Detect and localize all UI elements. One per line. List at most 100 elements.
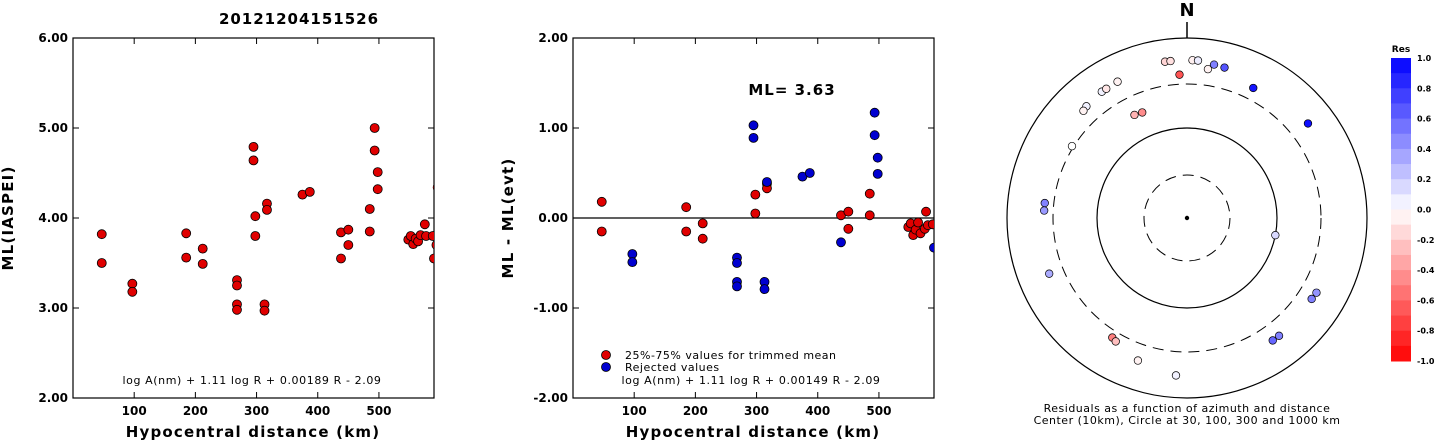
data-point <box>432 184 434 191</box>
station-marker <box>1193 56 1203 65</box>
data-point <box>127 278 138 289</box>
xtick-label: 400 <box>805 404 830 418</box>
station-marker <box>1113 77 1122 86</box>
data-point <box>369 123 380 133</box>
data-point <box>127 286 138 297</box>
ring-100km <box>1096 127 1278 309</box>
colorbar-cell <box>1391 58 1411 74</box>
colorbar-cell <box>1391 315 1411 332</box>
data-point <box>369 145 380 156</box>
ytick-label: 3.00 <box>38 301 68 315</box>
xtick-label: 500 <box>366 404 391 418</box>
colorbar-tick-label: 0.4 <box>1417 145 1432 154</box>
xtick-label: 100 <box>622 404 647 418</box>
ytick-label: 1.00 <box>538 121 568 135</box>
polar-caption-line2: Center (10km), Circle at 30, 100, 300 an… <box>1034 414 1341 427</box>
xtick-label: 300 <box>744 404 769 418</box>
data-point <box>364 226 375 237</box>
colorbar-cell <box>1391 239 1411 256</box>
chart1-xlabel: Hypocentral distance (km) <box>126 423 381 441</box>
data-point <box>864 188 875 199</box>
colorbar-tick-label: -1.0 <box>1417 357 1435 366</box>
colorbar-cell <box>1391 330 1411 347</box>
xtick-label: 500 <box>866 404 891 418</box>
data-point <box>372 167 383 178</box>
data-point <box>732 258 742 268</box>
data-point <box>762 177 772 187</box>
colorbar-cell <box>1391 103 1411 120</box>
data-point <box>872 152 883 163</box>
xtick-label: 400 <box>305 404 330 418</box>
colorbar-cell <box>1391 270 1411 286</box>
xtick-label: 100 <box>122 404 147 418</box>
epicenter-dot <box>1184 215 1190 221</box>
residual-vs-distance-chart: 100 200 300 400 500 -2.00 -1.00 0.00 1.00 2.00 Hy… <box>499 31 935 441</box>
ytick-label: -2.00 <box>533 391 568 405</box>
colorbar-tick-label: 0.0 <box>1417 206 1432 215</box>
ytick-label: -1.00 <box>533 301 568 315</box>
polar-caption-line1: Residuals as a function of azimuth and d… <box>1044 402 1331 415</box>
data-point <box>748 120 759 131</box>
station-marker <box>1102 84 1111 93</box>
colorbar-cell <box>1391 118 1411 135</box>
data-point <box>697 233 708 244</box>
data-point <box>250 211 261 222</box>
station-marker <box>1171 371 1181 380</box>
ring-30km <box>1143 174 1231 262</box>
data-point <box>921 206 931 217</box>
legend-label-trimmed: 25%-75% values for trimmed mean <box>625 349 837 362</box>
data-point <box>232 280 242 291</box>
colorbar-cell <box>1391 73 1411 89</box>
data-point <box>96 229 107 240</box>
colorbar-cell <box>1391 285 1411 301</box>
colorbar-cell <box>1391 345 1411 362</box>
data-point <box>864 210 875 221</box>
data-point <box>759 284 770 295</box>
colorbar-cell <box>1391 300 1411 317</box>
station-marker <box>1203 64 1213 74</box>
azimuth-residual-plot: N Residuals as a function of azimuth and… <box>1006 0 1368 427</box>
colorbar-tick-label: -0.8 <box>1417 327 1435 336</box>
data-point <box>750 208 761 219</box>
data-point <box>197 258 208 269</box>
legend-marker-rejected <box>601 362 611 372</box>
data-point <box>681 226 692 237</box>
ytick-label: 5.00 <box>38 121 68 135</box>
ytick-label: 0.00 <box>538 211 568 225</box>
chart2-ml-annotation: ML= 3.63 <box>748 81 835 99</box>
data-point <box>869 130 880 141</box>
station-marker <box>1274 331 1284 340</box>
data-point <box>181 228 192 239</box>
data-point <box>750 189 761 200</box>
data-point <box>343 224 354 235</box>
colorbar-tick-label: 0.6 <box>1417 115 1432 124</box>
data-point <box>336 253 346 264</box>
station-marker <box>1133 356 1143 365</box>
colorbar-tick-label: -0.4 <box>1417 266 1435 275</box>
colorbar-cell <box>1391 133 1411 150</box>
station-marker <box>1166 56 1175 66</box>
station-marker <box>1130 110 1139 120</box>
data-point <box>419 219 430 230</box>
colorbar-cell <box>1391 209 1411 226</box>
station-marker <box>1138 108 1147 117</box>
station-marker <box>1209 60 1219 69</box>
ytick-label: 2.00 <box>38 391 68 405</box>
colorbar-cell <box>1391 224 1411 241</box>
data-point <box>697 218 708 229</box>
station-marker <box>1067 141 1077 151</box>
data-point <box>929 242 934 253</box>
xtick-label: 300 <box>244 404 269 418</box>
data-point <box>197 243 208 254</box>
data-point <box>804 168 815 178</box>
colorbar-cell <box>1391 164 1411 180</box>
data-point <box>248 155 259 166</box>
ytick-label: 4.00 <box>38 211 68 225</box>
station-marker <box>1040 206 1049 215</box>
data-point <box>748 132 759 143</box>
colorbar-tick-label: 0.8 <box>1417 84 1432 93</box>
station-marker <box>1175 70 1184 79</box>
data-point <box>869 107 880 118</box>
chart1-ylabel: ML(IASPEI) <box>0 165 17 270</box>
data-point <box>427 231 434 241</box>
